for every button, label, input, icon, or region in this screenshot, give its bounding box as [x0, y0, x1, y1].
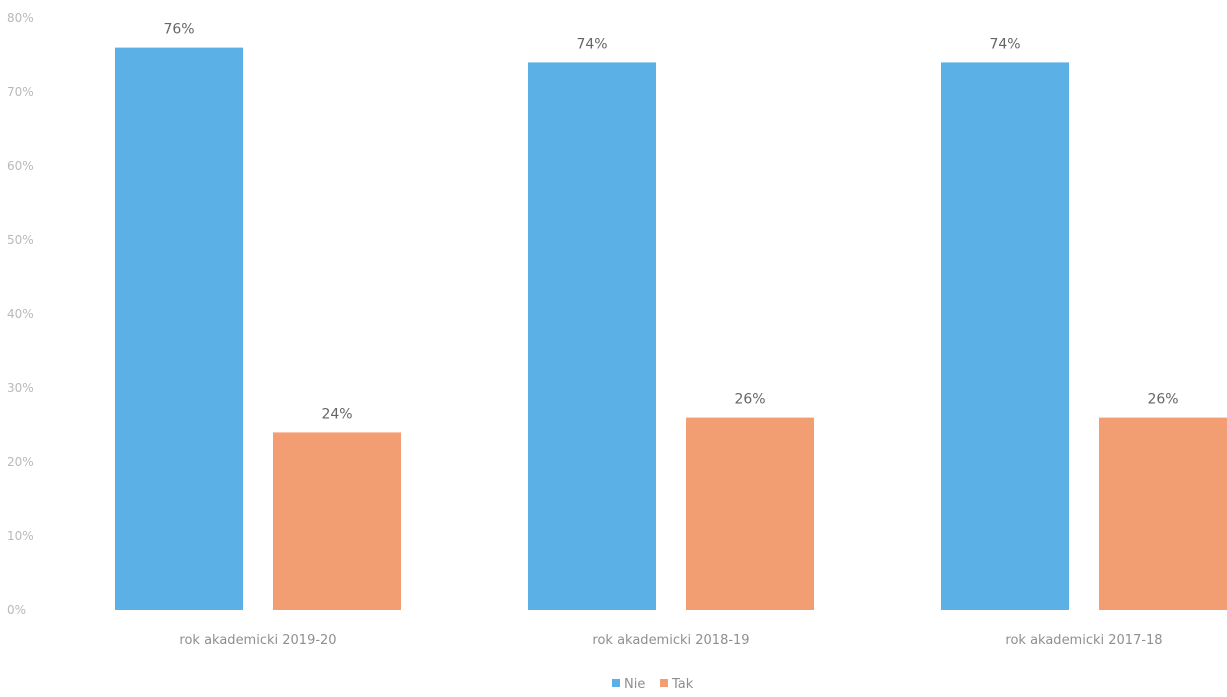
y-tick-label: 20%: [7, 455, 34, 469]
data-label-tak-2: 26%: [1147, 392, 1178, 408]
data-label-tak-0: 24%: [321, 406, 352, 422]
category-label-0: rok akademicki 2019-20: [179, 633, 336, 648]
legend-swatch-tak: [660, 679, 668, 687]
y-tick-label: 40%: [7, 307, 34, 321]
bar-nie-1: [528, 62, 656, 610]
bar-nie-2: [941, 62, 1069, 610]
y-tick-label: 30%: [7, 381, 34, 395]
legend-label-tak: Tak: [671, 677, 694, 692]
y-tick-label: 50%: [7, 233, 34, 247]
y-tick-label: 70%: [7, 85, 34, 99]
legend-label-nie: Nie: [624, 677, 645, 692]
bar-tak-2: [1099, 417, 1227, 610]
category-label-2: rok akademicki 2017-18: [1005, 633, 1162, 648]
y-tick-label: 60%: [7, 159, 34, 173]
category-label-1: rok akademicki 2018-19: [592, 633, 749, 648]
y-tick-label: 10%: [7, 529, 34, 543]
bar-tak-1: [686, 417, 814, 610]
data-label-nie-0: 76%: [163, 22, 194, 38]
bar-tak-0: [273, 432, 401, 610]
legend-swatch-nie: [612, 679, 620, 687]
y-tick-label: 0%: [7, 603, 26, 617]
data-label-nie-2: 74%: [989, 36, 1020, 52]
bar-nie-0: [115, 47, 243, 611]
data-label-tak-1: 26%: [734, 392, 765, 408]
y-tick-label: 80%: [7, 11, 34, 25]
data-label-nie-1: 74%: [576, 36, 607, 52]
